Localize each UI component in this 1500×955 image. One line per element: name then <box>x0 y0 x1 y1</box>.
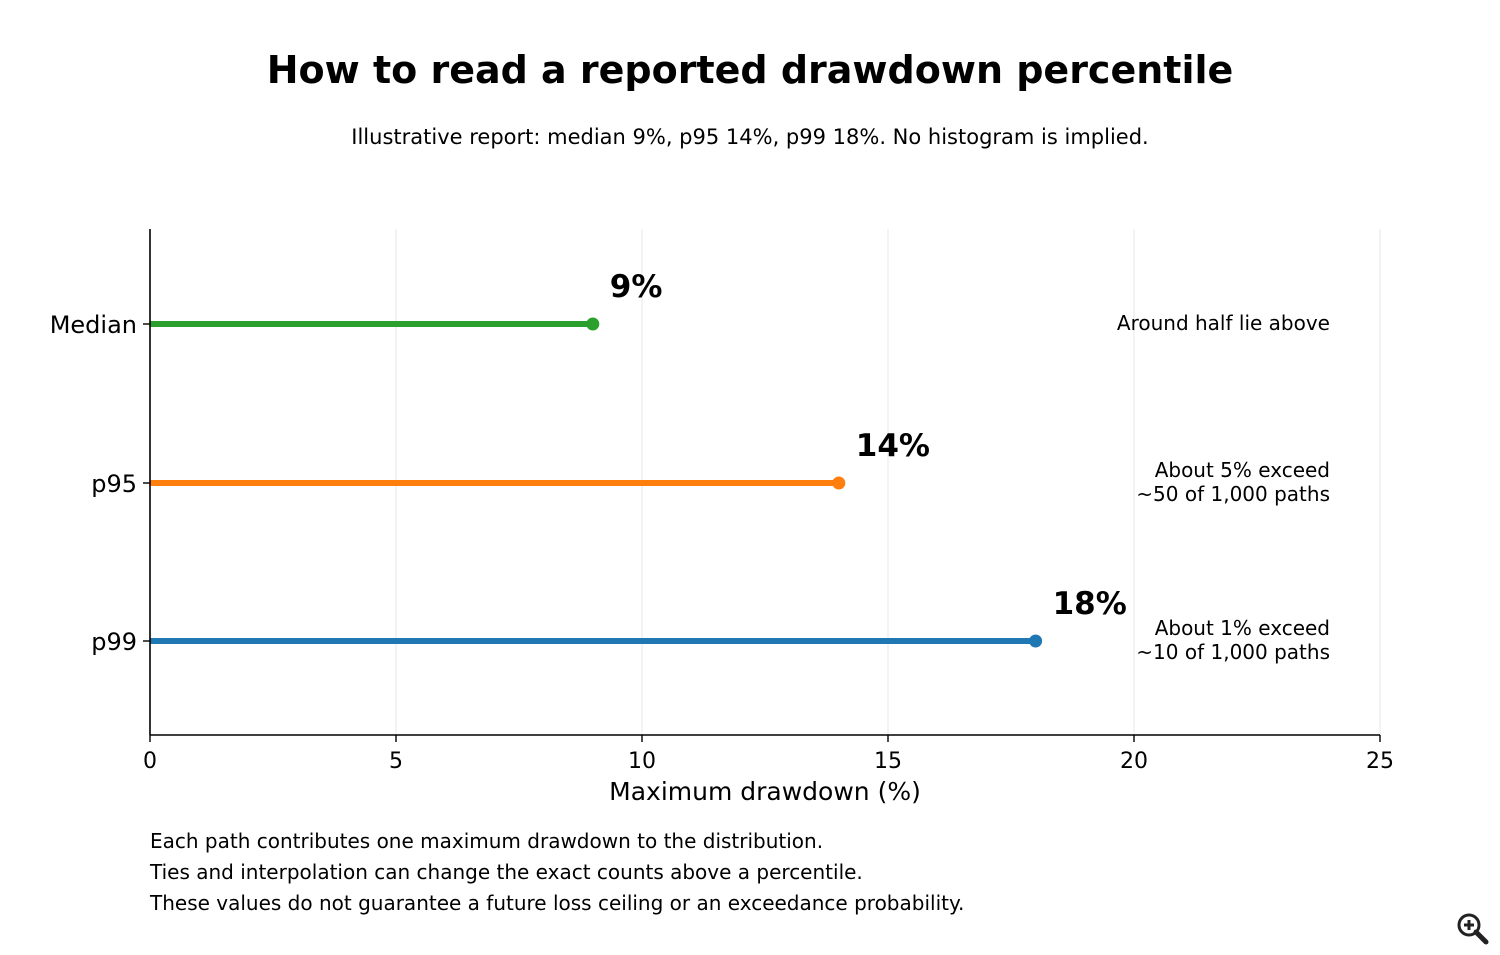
footnote-line: Ties and interpolation can change the ex… <box>150 860 863 884</box>
footnote-line: These values do not guarantee a future l… <box>150 891 965 915</box>
annotation-text: Around half lie above <box>1117 311 1330 335</box>
annotation-text: About 1% exceed <box>1155 616 1330 640</box>
annotation-text: ~50 of 1,000 paths <box>1136 482 1330 506</box>
annotations: Around half lie above About 5% exceed~50 … <box>1117 311 1330 664</box>
footnote-line: Each path contributes one maximum drawdo… <box>150 829 824 853</box>
x-tick-label: 20 <box>1120 749 1148 774</box>
chart-subtitle: Illustrative report: median 9%, p95 14%,… <box>351 125 1149 149</box>
lollipop-point <box>586 317 600 331</box>
value-label: 18% <box>1053 586 1127 622</box>
x-ticks: 0 5 10 15 20 25 <box>143 735 1394 774</box>
y-tick-labels: Median p95 p99 <box>50 311 150 656</box>
x-tick-label: 25 <box>1366 749 1394 774</box>
value-label: 9% <box>610 269 663 305</box>
x-tick-label: 0 <box>143 749 157 774</box>
x-axis-label: Maximum drawdown (%) <box>609 777 921 806</box>
series-marks: 9% 14% 18% <box>150 269 1127 648</box>
y-tick-label: p95 <box>91 470 137 498</box>
x-tick-label: 5 <box>389 749 403 774</box>
footnotes: Each path contributes one maximum drawdo… <box>150 826 964 919</box>
zoom-in-icon[interactable] <box>1456 912 1490 946</box>
annotation-text: About 5% exceed <box>1155 458 1330 482</box>
y-tick-label: Median <box>50 311 137 339</box>
chart-title: How to read a reported drawdown percenti… <box>266 48 1234 92</box>
x-tick-label: 10 <box>628 749 656 774</box>
lollipop-point <box>1029 634 1043 648</box>
x-tick-label: 15 <box>874 749 902 774</box>
annotation-text: ~10 of 1,000 paths <box>1136 640 1330 664</box>
value-label: 14% <box>856 428 930 464</box>
y-tick-label: p99 <box>91 628 137 656</box>
lollipop-point <box>832 476 846 490</box>
